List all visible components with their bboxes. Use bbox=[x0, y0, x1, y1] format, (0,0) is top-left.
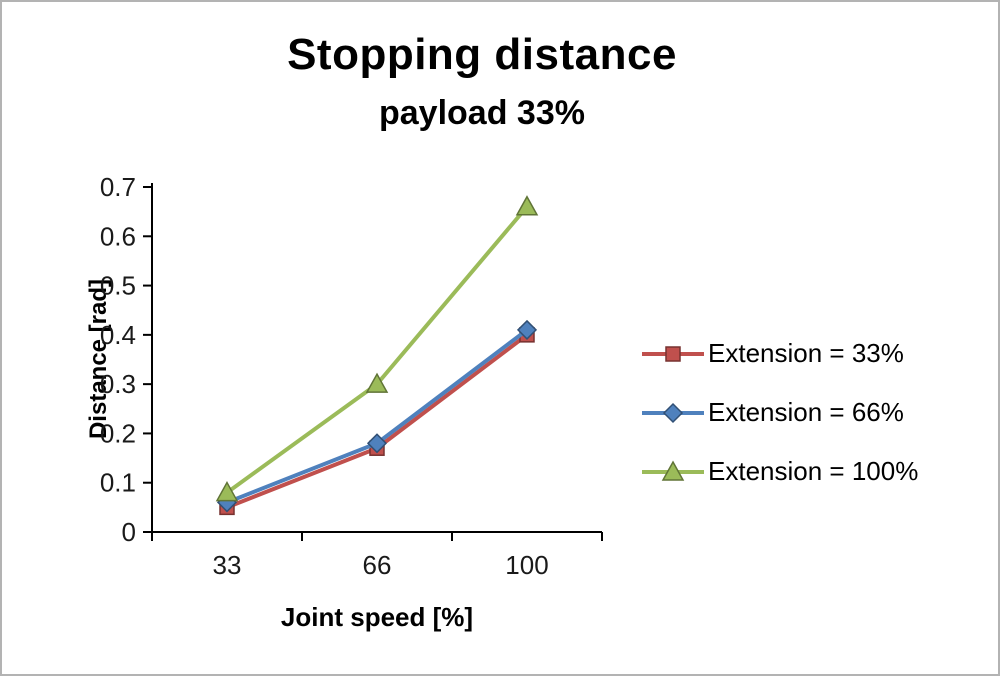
y-tick-label: 0.4 bbox=[100, 320, 136, 350]
y-tick-label: 0.7 bbox=[100, 172, 136, 202]
x-tick-label: 33 bbox=[213, 550, 242, 580]
y-tick-label: 0.6 bbox=[100, 221, 136, 251]
series-line bbox=[226, 333, 529, 510]
y-tick-label: 0.1 bbox=[100, 468, 136, 498]
legend-item: Extension = 100% bbox=[640, 456, 918, 487]
chart-title: Stopping distance bbox=[287, 30, 677, 79]
legend-item: Extension = 33% bbox=[640, 338, 918, 369]
legend: Extension = 33% Extension = 66% Extension … bbox=[640, 338, 918, 487]
legend-diamond-icon bbox=[642, 402, 704, 423]
x-tick-label: 66 bbox=[363, 550, 392, 580]
y-tick-label: 0.5 bbox=[100, 271, 136, 301]
legend-item: Extension = 66% bbox=[640, 397, 918, 428]
legend-label: Extension = 33% bbox=[708, 338, 904, 368]
y-tick-label: 0.3 bbox=[100, 369, 136, 399]
legend-square-icon bbox=[642, 345, 704, 362]
y-tick-label: 0.2 bbox=[100, 418, 136, 448]
legend-label: Extension = 66% bbox=[708, 397, 904, 427]
y-tick-label: 0 bbox=[122, 517, 136, 547]
x-axis-title: Joint speed [%] bbox=[280, 602, 474, 632]
chart-subtitle: payload 33% bbox=[379, 94, 585, 132]
legend-triangle-icon bbox=[642, 459, 704, 481]
series-line bbox=[226, 328, 529, 505]
x-tick-label: 100 bbox=[505, 550, 548, 580]
legend-label: Extension = 100% bbox=[708, 456, 919, 486]
